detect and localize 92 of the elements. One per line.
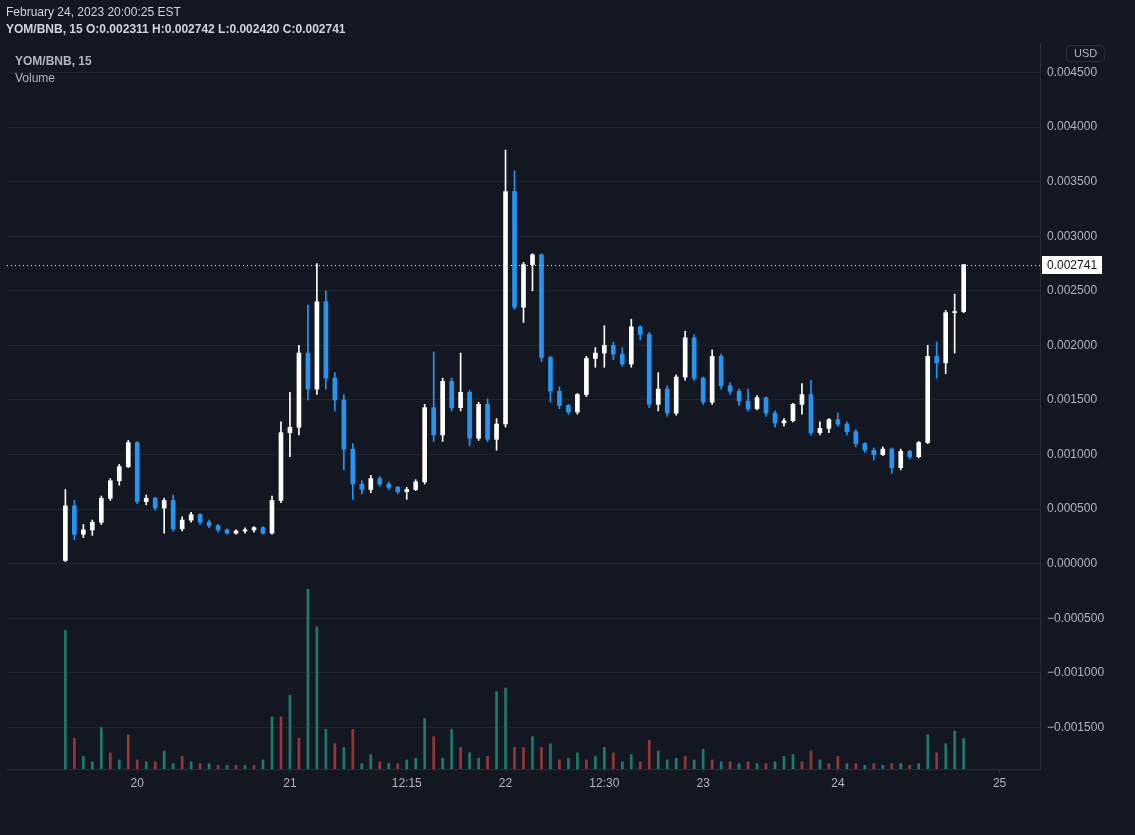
bar (908, 765, 912, 769)
bar (64, 630, 67, 769)
bar (441, 757, 444, 769)
y-axis-title: USD (1066, 45, 1106, 62)
y-tick-label: 0.004000 (1047, 119, 1098, 134)
y-tick-label: 0.000500 (1047, 501, 1098, 516)
bar (468, 752, 471, 769)
bar (665, 759, 669, 769)
bar (674, 757, 678, 769)
bar (396, 763, 400, 769)
bar (495, 691, 498, 769)
bar (531, 736, 534, 769)
y-tick-label: 0.001000 (1047, 446, 1098, 461)
x-tick-label: 12:15 (391, 775, 423, 790)
y-tick-label: 0.001500 (1047, 392, 1098, 407)
bar (522, 747, 525, 769)
bar (144, 761, 148, 769)
bar (567, 757, 570, 769)
bar (91, 761, 94, 769)
bar (872, 763, 876, 769)
y-tick-label: 0.003000 (1047, 228, 1098, 243)
x-tick-label: 23 (696, 775, 711, 790)
bar (432, 736, 435, 769)
bar (126, 734, 130, 769)
bar (899, 763, 903, 769)
bar (513, 747, 516, 769)
x-tick-label: 21 (283, 775, 297, 790)
bar (656, 750, 660, 769)
bar (585, 759, 588, 769)
bar (108, 752, 112, 769)
ref-line-label: 0.002741 (1047, 258, 1098, 273)
bar (153, 761, 157, 769)
bar (962, 738, 965, 769)
bar (612, 752, 615, 769)
bar (692, 759, 696, 769)
bar (953, 730, 956, 769)
bar (369, 754, 373, 769)
bar (405, 759, 409, 769)
bar (638, 761, 642, 769)
y-tick-label: 0.000000 (1047, 556, 1098, 571)
bar (477, 757, 480, 769)
y-tick-label: 0.004500 (1047, 64, 1098, 79)
bar (135, 759, 139, 769)
chart-title: YOM/BNB, 15 O:0.002311 H:0.002742 L:0.002420 C:0.002741 (6, 22, 346, 36)
bar (935, 752, 939, 769)
y-tick-label: −0.001000 (1047, 665, 1105, 680)
bar (423, 718, 427, 769)
bar (647, 739, 651, 769)
bar (459, 747, 462, 769)
bar (881, 765, 885, 769)
text: February 24, 2023 20:00:25 EST (6, 5, 181, 19)
bar (117, 759, 121, 769)
bar (926, 734, 930, 769)
x-tick-label: 22 (498, 775, 513, 790)
bar (683, 756, 687, 769)
x-tick-label: 20 (130, 775, 145, 790)
chart-title: Volume (15, 71, 56, 85)
bar (629, 754, 633, 769)
x-tick-label: 25 (992, 775, 1007, 790)
annotation: YOM/BNB, 15 (15, 54, 92, 68)
bar (73, 738, 76, 769)
y-tick-label: −0.001500 (1047, 719, 1105, 734)
candlestick (934, 341, 940, 379)
bar (387, 763, 391, 769)
y-tick-label: −0.000500 (1047, 610, 1105, 625)
bar (360, 763, 364, 769)
bar (504, 687, 507, 769)
candlestick (404, 487, 410, 500)
bar (917, 763, 921, 769)
bar (450, 729, 453, 769)
bar (944, 743, 948, 769)
bar (603, 747, 606, 769)
bar (620, 761, 624, 769)
bar (558, 759, 561, 769)
x-tick-label: 12:30 (589, 775, 620, 790)
x-tick-label: 24 (831, 775, 845, 790)
bar (162, 750, 166, 769)
bar (171, 763, 175, 769)
y-tick-label: 0.003500 (1047, 173, 1098, 188)
bar (486, 756, 489, 769)
bar (540, 747, 543, 769)
bar (549, 743, 552, 769)
bar (576, 752, 579, 769)
y-tick-label: 0.002000 (1047, 337, 1098, 352)
candlestick (161, 497, 167, 534)
bar (378, 761, 382, 769)
bar (594, 756, 597, 769)
bar (99, 727, 103, 769)
bar (414, 757, 418, 769)
y-tick-label: 0.002500 (1047, 283, 1098, 298)
bar (82, 756, 85, 769)
bar (890, 763, 894, 769)
